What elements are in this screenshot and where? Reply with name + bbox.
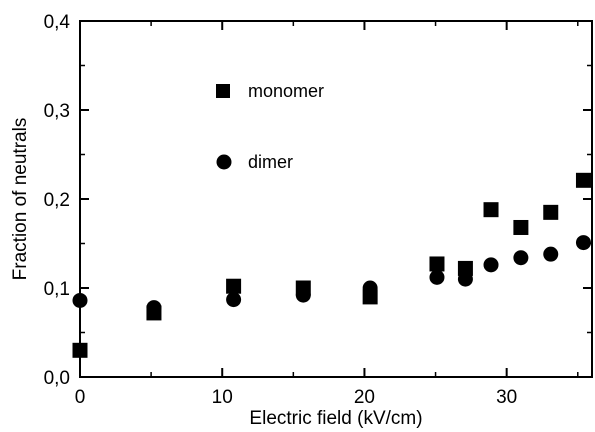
monomer-point — [72, 342, 88, 358]
plot-frame — [79, 20, 593, 378]
monomer-point — [575, 172, 591, 188]
monomer-point — [429, 256, 445, 272]
legend-monomer-marker — [216, 84, 230, 98]
dimer-point — [543, 246, 559, 262]
dimer-point — [226, 292, 242, 308]
legend-dimer-label: dimer — [248, 152, 293, 172]
dimer-point — [362, 280, 378, 296]
dimer-point — [72, 292, 88, 308]
dimer-point — [295, 287, 311, 303]
x-tick-label: 30 — [496, 387, 517, 408]
x-tick-label: 0 — [75, 387, 86, 408]
axis-tick-labels: 0 10 20 30 0,0 0,1 0,2 0,3 0,4 — [44, 12, 518, 408]
y-tick-label: 0,0 — [44, 368, 70, 389]
dimer-point — [457, 271, 473, 287]
monomer-point — [483, 202, 499, 218]
legend-dimer-marker — [216, 154, 232, 170]
x-tick-label: 20 — [354, 387, 375, 408]
monomer-point — [543, 204, 559, 220]
y-tick-label: 0,2 — [44, 190, 70, 211]
dimer-point — [513, 250, 529, 266]
monomer-point — [457, 260, 473, 276]
x-axis-title: Electric field (kV/cm) — [249, 408, 422, 429]
legend-monomer-label: monomer — [248, 81, 324, 101]
legend: monomer dimer — [216, 81, 324, 172]
dimer-point — [483, 257, 499, 273]
monomer-point — [226, 278, 242, 294]
y-tick-label: 0,3 — [44, 101, 70, 122]
dimer-point — [429, 269, 445, 285]
dimer-point — [575, 235, 591, 251]
y-axis-title: Fraction of neutrals — [10, 118, 31, 281]
data-markers — [72, 172, 591, 358]
x-tick-label: 10 — [212, 387, 233, 408]
y-tick-label: 0,1 — [44, 279, 70, 300]
axis-ticks — [79, 20, 592, 378]
dimer-point — [146, 300, 162, 316]
y-tick-label: 0,4 — [44, 12, 71, 33]
monomer-point — [513, 219, 529, 235]
